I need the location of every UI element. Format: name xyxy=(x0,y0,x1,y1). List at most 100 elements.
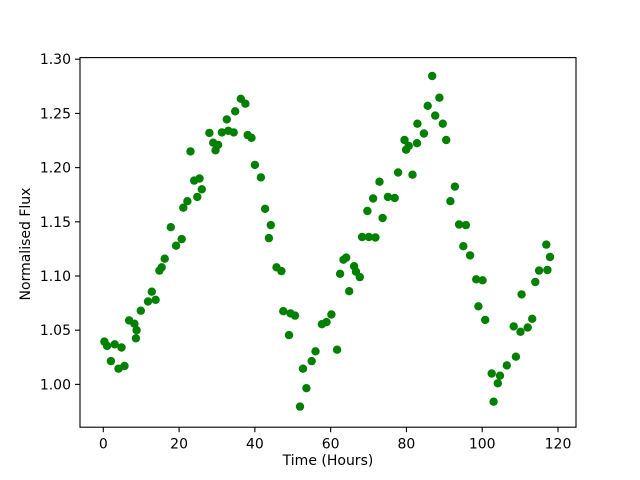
data-point xyxy=(166,223,175,232)
data-point xyxy=(171,241,181,250)
data-point xyxy=(442,135,451,145)
data-point xyxy=(493,379,502,388)
x-tick-label: 20 xyxy=(170,437,188,453)
x-tick-label: 100 xyxy=(469,437,496,453)
data-point xyxy=(438,119,447,128)
data-point xyxy=(327,310,336,319)
data-point xyxy=(543,265,552,275)
data-point xyxy=(363,206,372,216)
data-point xyxy=(523,323,532,332)
data-point xyxy=(465,251,475,260)
data-point xyxy=(450,182,460,191)
data-point xyxy=(179,203,188,212)
data-point xyxy=(195,174,204,183)
data-point xyxy=(459,242,468,251)
data-point xyxy=(284,330,294,340)
data-point xyxy=(400,135,409,145)
data-point xyxy=(371,233,380,242)
data-point xyxy=(106,356,116,366)
data-point xyxy=(120,361,129,371)
data-point xyxy=(136,306,145,315)
data-point xyxy=(143,297,153,306)
data-point xyxy=(222,115,231,124)
data-point xyxy=(489,397,498,406)
y-tick-label: 1.25 xyxy=(40,106,71,122)
data-point xyxy=(307,356,316,366)
data-point xyxy=(375,177,384,186)
data-point xyxy=(478,276,487,285)
data-point xyxy=(511,352,521,361)
data-point xyxy=(368,194,378,203)
data-point xyxy=(446,197,455,206)
data-point xyxy=(332,345,342,354)
data-point xyxy=(213,140,223,150)
data-point xyxy=(102,341,112,351)
data-point xyxy=(295,402,305,411)
data-point xyxy=(110,340,119,349)
data-point xyxy=(250,160,260,170)
data-point xyxy=(423,101,432,111)
axes-border xyxy=(79,57,577,428)
y-tick-label: 1.30 xyxy=(40,52,71,68)
data-point xyxy=(461,220,471,230)
data-point xyxy=(390,193,399,203)
data-point xyxy=(302,384,311,393)
data-point xyxy=(454,220,464,229)
data-point xyxy=(419,129,429,138)
data-point xyxy=(217,128,227,137)
x-tick-label: 120 xyxy=(545,437,572,453)
data-point xyxy=(205,128,214,138)
data-point xyxy=(322,317,331,327)
data-point xyxy=(186,147,195,156)
data-point xyxy=(260,204,270,213)
data-point xyxy=(183,197,192,206)
data-point xyxy=(357,232,367,242)
data-point xyxy=(413,119,422,128)
data-point xyxy=(502,361,511,370)
scatter-series xyxy=(100,71,555,411)
data-point xyxy=(487,369,496,378)
data-point xyxy=(117,343,126,352)
data-point xyxy=(534,266,544,275)
data-point xyxy=(247,133,256,142)
data-point xyxy=(404,141,413,151)
data-point xyxy=(531,277,540,287)
data-point xyxy=(542,240,551,249)
data-point xyxy=(147,287,156,296)
data-point xyxy=(229,128,238,137)
data-point xyxy=(345,287,354,296)
data-point xyxy=(383,192,393,202)
data-point xyxy=(472,275,481,284)
x-tick-label: 40 xyxy=(246,437,264,453)
data-point xyxy=(364,232,374,242)
data-point xyxy=(311,347,320,356)
data-point xyxy=(193,192,202,202)
x-tick-label: 60 xyxy=(322,437,340,453)
data-point xyxy=(279,307,288,316)
y-tick-label: 1.05 xyxy=(40,323,71,339)
data-point xyxy=(335,269,345,278)
data-point xyxy=(177,234,186,244)
data-point xyxy=(197,185,206,194)
data-point xyxy=(495,371,505,380)
data-point xyxy=(355,272,364,282)
data-point xyxy=(393,168,403,177)
data-point xyxy=(481,315,490,325)
data-point xyxy=(160,254,169,263)
data-point xyxy=(256,173,266,182)
data-point xyxy=(298,364,308,373)
y-tick-label: 1.15 xyxy=(40,215,71,231)
data-point xyxy=(509,322,518,331)
data-point xyxy=(132,326,141,335)
data-point xyxy=(545,252,555,262)
data-point xyxy=(130,319,139,328)
data-point xyxy=(342,253,351,262)
y-tick-label: 1.20 xyxy=(40,161,71,177)
y-tick-label: 1.00 xyxy=(40,377,71,393)
data-point xyxy=(231,107,240,116)
data-point xyxy=(290,311,300,320)
data-point xyxy=(241,99,250,108)
data-point xyxy=(378,213,387,223)
